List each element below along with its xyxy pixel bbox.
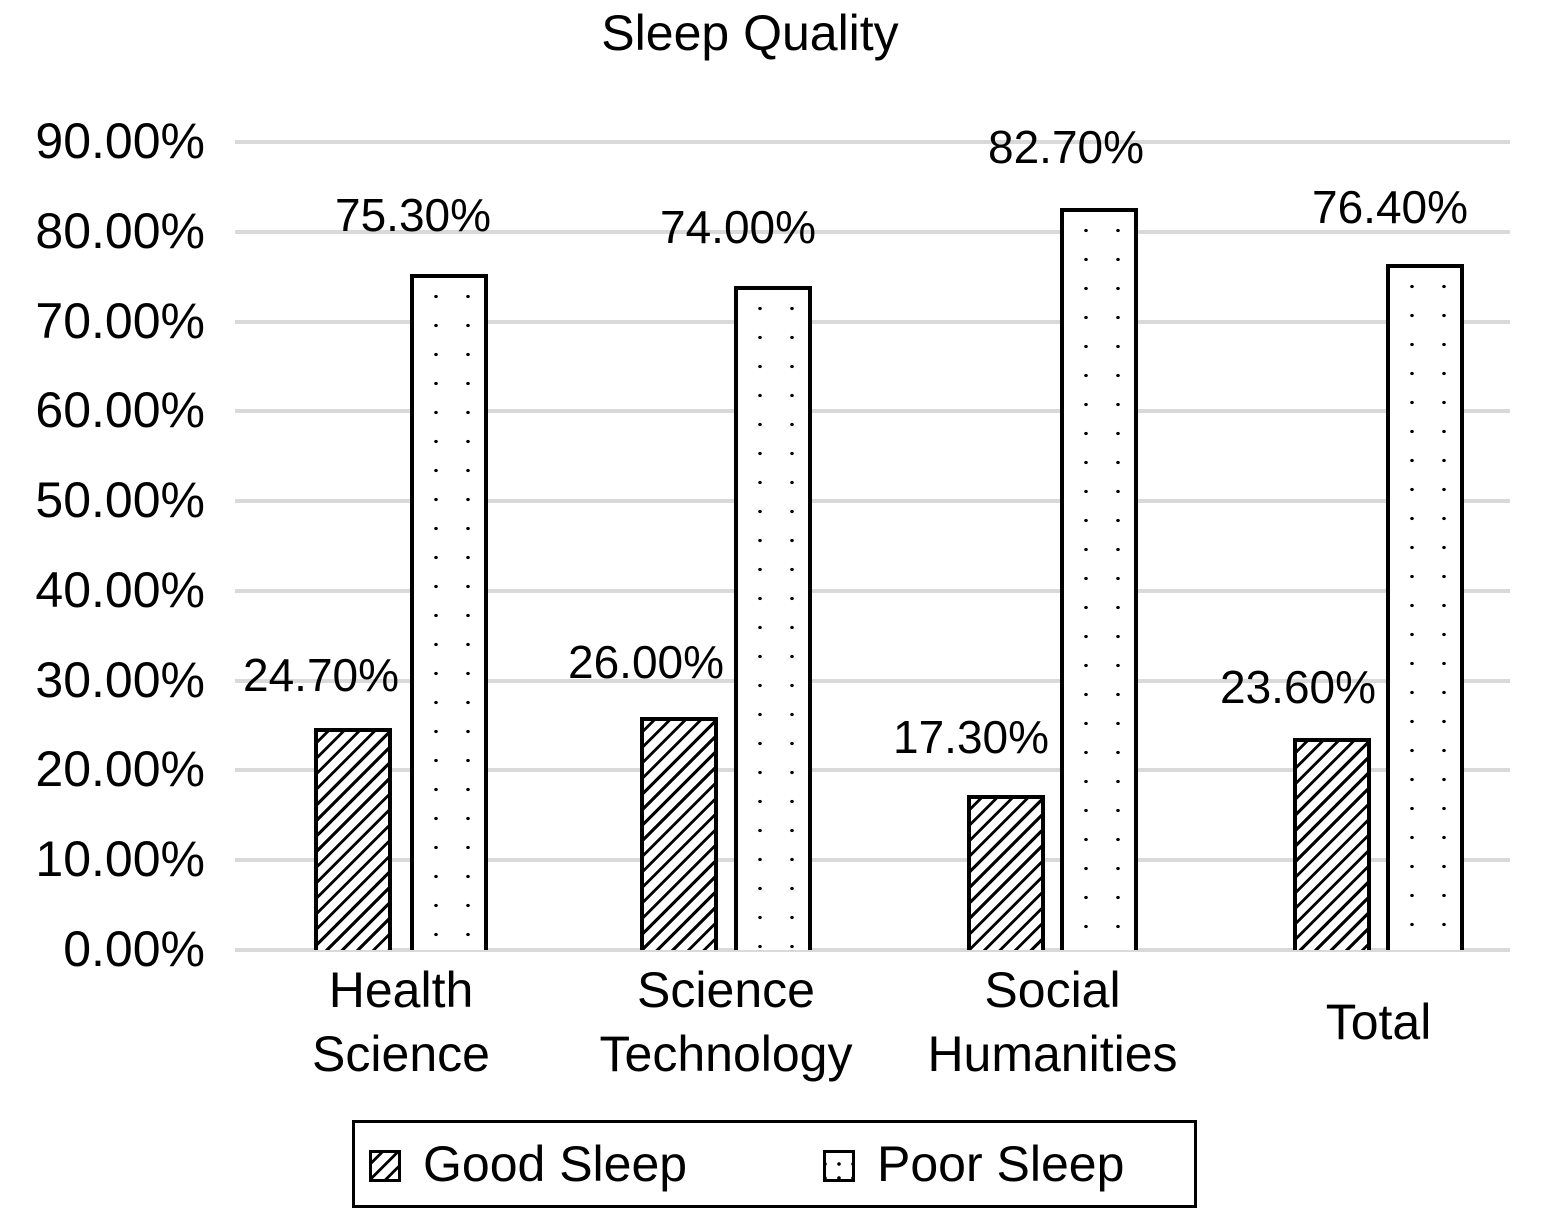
x-axis-category-label: Social Humanities (927, 962, 1178, 1082)
x-axis-category-label: Total (1325, 994, 1432, 1050)
data-label-poor-sleep: 82.70% (988, 121, 1145, 173)
gridline (235, 948, 1510, 952)
gridline (235, 319, 1510, 324)
data-label-poor-sleep: 74.00% (660, 201, 817, 253)
y-tick-label: 50.00% (35, 472, 205, 529)
bar-poor-sleep (1386, 264, 1464, 950)
y-tick-label: 40.00% (35, 561, 205, 618)
y-tick-label: 0.00% (63, 921, 205, 977)
data-label-good-sleep: 17.30% (893, 711, 1050, 763)
y-tick-label: 90.00% (35, 113, 205, 169)
data-label-good-sleep: 24.70% (243, 649, 400, 701)
bar-poor-sleep (410, 273, 488, 950)
y-tick-label: 80.00% (35, 202, 205, 259)
data-label-good-sleep: 26.00% (568, 636, 725, 688)
bar-good-sleep (967, 794, 1045, 950)
gridline (235, 229, 1510, 234)
legend-swatch-good-sleep (369, 1150, 401, 1182)
gridline (235, 499, 1510, 504)
bar-good-sleep (314, 728, 392, 950)
chart-title: Sleep Quality (601, 5, 899, 61)
legend: Good Sleep Poor Sleep (352, 1120, 1197, 1208)
x-axis-category-label: Science Technology (599, 962, 853, 1082)
legend-label-poor-sleep: Poor Sleep (877, 1136, 1125, 1192)
bar-good-sleep (640, 716, 718, 950)
gridline (235, 588, 1510, 593)
data-label-poor-sleep: 76.40% (1312, 181, 1469, 233)
legend-swatch-poor-sleep (823, 1150, 855, 1182)
gridline (235, 140, 1510, 144)
gridline (235, 768, 1510, 773)
y-tick-label: 10.00% (35, 831, 205, 888)
y-tick-label: 70.00% (35, 292, 205, 349)
gridline (235, 858, 1510, 863)
y-tick-label: 60.00% (35, 382, 205, 439)
bar-poor-sleep (734, 285, 812, 950)
y-tick-label: 20.00% (35, 741, 205, 798)
gridline (235, 678, 1510, 683)
legend-label-good-sleep: Good Sleep (423, 1136, 688, 1192)
bar-poor-sleep (1060, 207, 1138, 950)
data-label-good-sleep: 23.60% (1220, 661, 1377, 713)
bar-good-sleep (1293, 738, 1371, 950)
gridline (235, 409, 1510, 414)
data-label-poor-sleep: 75.30% (335, 189, 492, 241)
y-tick-label: 30.00% (35, 651, 205, 708)
x-axis-category-label: Health Science (312, 962, 490, 1082)
